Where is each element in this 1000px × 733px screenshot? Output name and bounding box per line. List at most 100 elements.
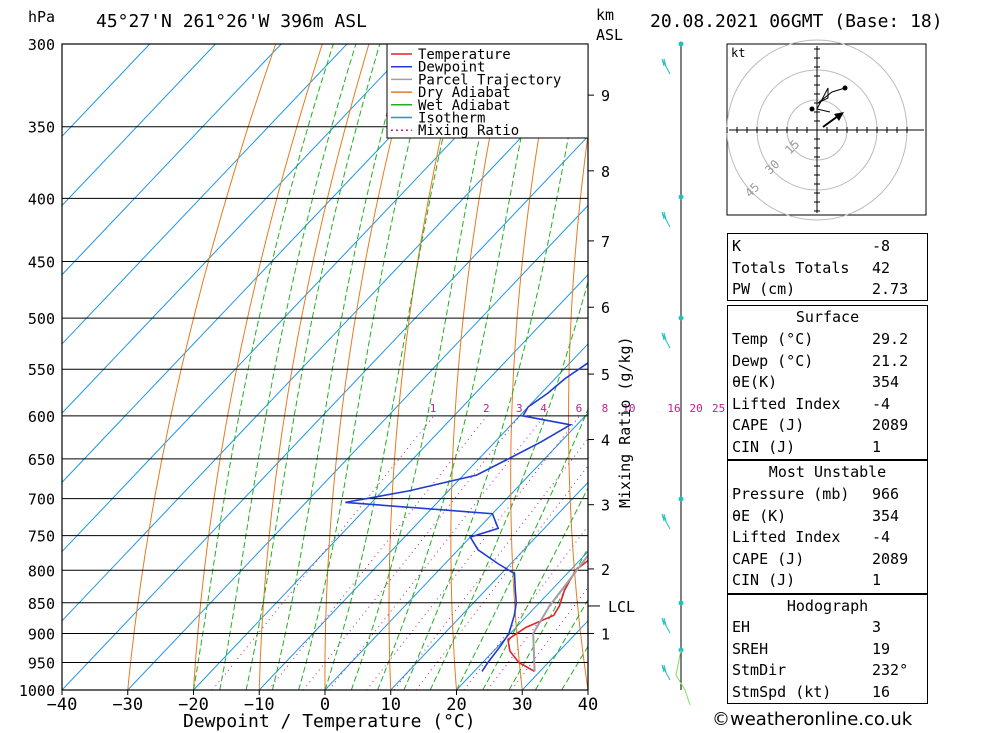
wet-adiabat-line xyxy=(456,407,588,690)
x-tick-label: 10 xyxy=(381,695,401,715)
surface-label: CIN (J) xyxy=(732,437,796,456)
pressure-tick-label: 950 xyxy=(28,654,55,672)
surface-row: CIN (J) 1 xyxy=(732,437,923,458)
surface-row: CAPE (J) 2089 xyxy=(732,415,923,436)
mixing-ratio-label: 8 xyxy=(602,402,609,415)
hodograph-index-row: EH 3 xyxy=(732,617,923,638)
hodograph-trace xyxy=(816,87,846,113)
surface-title: Surface xyxy=(795,308,860,326)
wind-barb xyxy=(661,617,671,634)
most-unstable-row: CAPE (J) 2089 xyxy=(732,549,923,570)
isotherm-line xyxy=(127,204,588,690)
x-tick-label: 40 xyxy=(578,695,598,715)
surface-row: Dewp (°C) 21.2 xyxy=(732,351,923,372)
isotherm-line xyxy=(324,412,588,690)
km-tick-label: 7 xyxy=(601,233,610,251)
surface-value: 21.2 xyxy=(872,351,909,370)
most-unstable-label: Lifted Index xyxy=(732,528,841,546)
index-label: Totals Totals xyxy=(732,258,850,277)
pressure-tick-label: 850 xyxy=(28,595,55,613)
isotherm-line xyxy=(62,135,588,690)
most-unstable-panel: Most Unstable Pressure (mb) 966 θE (K) 354 L… xyxy=(727,460,928,594)
hodograph-index-label: StmSpd (kt) xyxy=(732,682,832,701)
index-value: 2.73 xyxy=(872,280,909,298)
mixing-ratio-line xyxy=(463,525,588,690)
x-tick-label: −30 xyxy=(112,695,143,715)
hodograph-point xyxy=(809,106,815,112)
most-unstable-row: Pressure (mb) 966 xyxy=(732,484,923,505)
most-unstable-title: Most Unstable xyxy=(768,463,887,481)
most-unstable-value: 354 xyxy=(872,506,900,525)
legend-label: Dewpoint xyxy=(418,60,485,76)
hodograph-index-label: StmDir xyxy=(732,661,787,679)
hodograph-index-value: 232° xyxy=(872,661,909,679)
isotherm-line xyxy=(62,44,545,553)
indices-panel-top: K -8 Totals Totals 42 PW (cm) 2.73 xyxy=(727,233,928,301)
pressure-tick-label: 700 xyxy=(28,491,55,509)
surface-row: Lifted Index -4 xyxy=(732,394,923,415)
most-unstable-value: 2089 xyxy=(872,549,909,568)
surface-panel: Surface Temp (°C) 29.2 Dewp (°C) 21.2 θE(K) 3… xyxy=(727,305,928,460)
isotherm-line xyxy=(258,343,588,690)
x-tick-label: −20 xyxy=(178,695,209,715)
plot-frame xyxy=(61,43,589,691)
dry-adiabat-line xyxy=(568,131,588,690)
pressure-tick-label: 800 xyxy=(28,562,55,580)
pressure-tick-label: 900 xyxy=(28,625,55,643)
dry-adiabat-line xyxy=(679,44,720,690)
hodograph-index-row: SREH 19 xyxy=(732,639,923,660)
km-unit-label: km xyxy=(596,6,614,24)
isotherm-line xyxy=(62,44,216,207)
mixing-ratio-line xyxy=(268,415,488,690)
surface-value: 29.2 xyxy=(872,330,909,348)
isotherm-line xyxy=(456,550,588,690)
credit-text: ©weatheronline.co.uk xyxy=(712,709,913,730)
legend-label: Parcel Trajectory xyxy=(418,72,561,88)
asl-unit-label: ASL xyxy=(596,26,623,44)
hodograph-title: Hodograph xyxy=(786,597,869,615)
isotherm-line xyxy=(193,274,588,690)
isotherm-line xyxy=(62,44,348,345)
datetime-title: 20.08.2021 06GMT (Base: 18) xyxy=(650,11,943,32)
pressure-tick-label: 350 xyxy=(28,119,55,137)
surface-label: Lifted Index xyxy=(732,394,841,413)
mixing-ratio-axis-label: Mixing Ratio (g/kg) xyxy=(616,336,634,508)
mixing-ratio-line xyxy=(511,586,588,690)
pressure-tick-label: 450 xyxy=(28,254,55,272)
wind-barb xyxy=(661,332,671,349)
surface-label: Dewp (°C) xyxy=(732,351,814,370)
wet-adiabat-line xyxy=(508,547,588,690)
most-unstable-value: 966 xyxy=(872,485,900,503)
pressure-tick-label: 300 xyxy=(28,36,55,54)
x-tick-label: 0 xyxy=(320,695,330,715)
surface-value: 1 xyxy=(872,437,882,456)
pressure-tick-label: 650 xyxy=(28,451,55,469)
hodograph-index-row: StmSpd (kt) 16 xyxy=(732,682,923,703)
wet-adiabat-line xyxy=(193,44,334,690)
most-unstable-row: CIN (J) 1 xyxy=(732,570,923,591)
index-row: PW (cm) 2.73 xyxy=(732,279,923,300)
mixing-ratio-label: 1 xyxy=(430,402,437,415)
km-tick-label: 9 xyxy=(601,87,610,105)
surface-value: 2089 xyxy=(872,416,909,434)
wet-adiabat-line xyxy=(534,598,588,690)
surface-value: 354 xyxy=(872,373,900,391)
isotherm-line xyxy=(62,44,479,484)
mixing-ratio-line xyxy=(303,415,521,690)
hodograph-index-label: EH xyxy=(732,618,751,636)
km-tick-label: 3 xyxy=(601,497,610,515)
pressure-tick-label: 550 xyxy=(28,361,55,379)
storm-motion-arrowhead xyxy=(834,112,844,121)
pressure-tick-label: 600 xyxy=(28,408,55,426)
pressure-tick-label: 750 xyxy=(28,528,55,546)
hodograph-index-label: SREH xyxy=(732,639,769,658)
isotherm-line xyxy=(62,44,414,414)
surface-row: θE(K) 354 xyxy=(732,372,923,393)
most-unstable-row: θE (K) 354 xyxy=(732,506,923,527)
km-tick-label: 2 xyxy=(601,561,610,579)
legend-label: Temperature xyxy=(418,47,511,63)
isotherm-line xyxy=(62,44,151,138)
index-row: Totals Totals 42 xyxy=(732,258,923,279)
index-label: K xyxy=(732,237,742,255)
km-tick-label: 1 xyxy=(601,625,610,643)
